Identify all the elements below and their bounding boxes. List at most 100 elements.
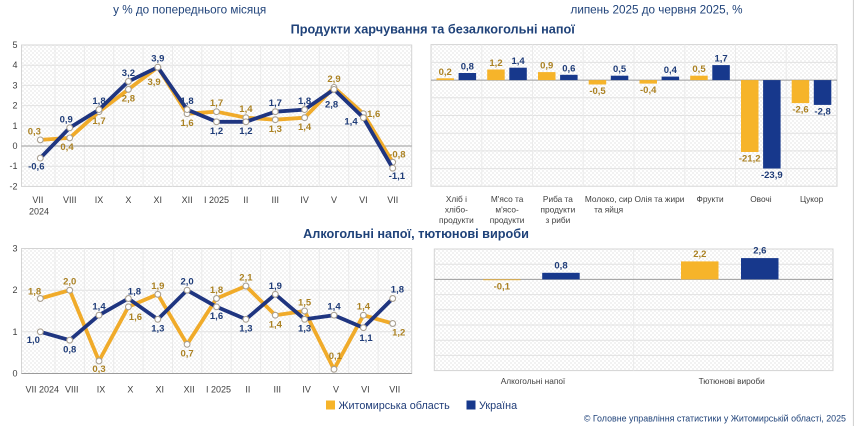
svg-text:1,7: 1,7 [269, 98, 282, 109]
svg-text:IV: IV [302, 385, 311, 395]
svg-text:Продукти харчування та безалко: Продукти харчування та безалкогольні нап… [291, 23, 576, 37]
svg-text:-0,5: -0,5 [589, 86, 606, 97]
svg-text:V: V [331, 195, 337, 205]
svg-text:2,6: 2,6 [753, 246, 766, 257]
svg-text:-2,8: -2,8 [814, 106, 830, 117]
svg-text:-0,8: -0,8 [389, 150, 405, 161]
svg-text:1,1: 1,1 [359, 333, 373, 344]
svg-text:4: 4 [12, 60, 17, 70]
svg-text:1: 1 [12, 327, 17, 337]
svg-text:Алкогольні напої: Алкогольні напої [501, 376, 566, 386]
svg-text:1,4: 1,4 [298, 122, 312, 133]
svg-text:2: 2 [12, 285, 17, 295]
svg-text:IV: IV [300, 195, 309, 205]
svg-text:-23,9: -23,9 [761, 170, 783, 181]
svg-text:-21,2: -21,2 [739, 154, 761, 165]
svg-text:I 2025: I 2025 [204, 195, 229, 205]
svg-text:1,3: 1,3 [298, 324, 311, 335]
svg-text:2,8: 2,8 [122, 94, 135, 105]
svg-text:0,9: 0,9 [60, 114, 73, 125]
svg-text:0,6: 0,6 [562, 63, 575, 74]
svg-text:2,1: 2,1 [239, 273, 253, 284]
svg-text:продукти: продукти [490, 215, 525, 225]
svg-text:Тютюнові вироби: Тютюнові вироби [699, 376, 766, 386]
svg-text:1,4: 1,4 [239, 104, 253, 115]
svg-text:VII: VII [389, 385, 400, 395]
svg-text:Алкогольні напої, тютюнові вир: Алкогольні напої, тютюнові вироби [303, 227, 529, 241]
svg-text:0,8: 0,8 [461, 62, 474, 73]
svg-text:VIII: VIII [65, 385, 79, 395]
svg-text:-2: -2 [9, 181, 17, 191]
svg-text:2,0: 2,0 [180, 277, 193, 288]
svg-text:XI: XI [154, 195, 163, 205]
svg-text:X: X [125, 195, 131, 205]
svg-text:м'ясо-: м'ясо- [495, 205, 519, 215]
svg-text:III: III [272, 195, 280, 205]
svg-text:1,2: 1,2 [239, 126, 252, 137]
svg-text:1,4: 1,4 [269, 319, 283, 330]
svg-text:0,4: 0,4 [60, 142, 74, 153]
svg-text:X: X [127, 385, 133, 395]
svg-text:1,3: 1,3 [269, 124, 282, 135]
svg-text:продукти: продукти [439, 215, 474, 225]
svg-text:2024: 2024 [29, 207, 49, 217]
svg-text:1,8: 1,8 [298, 96, 311, 107]
svg-text:Овочі: Овочі [750, 194, 772, 204]
svg-text:IX: IX [97, 385, 106, 395]
svg-text:-2,6: -2,6 [792, 105, 808, 116]
svg-text:IX: IX [95, 195, 104, 205]
svg-text:-0,1: -0,1 [494, 282, 511, 293]
svg-text:та яйця: та яйця [594, 205, 623, 215]
svg-text:Риба та: Риба та [543, 194, 573, 204]
svg-text:0: 0 [12, 369, 17, 379]
svg-text:1,3: 1,3 [151, 324, 164, 335]
svg-text:Житомирська область: Житомирська область [339, 400, 451, 412]
svg-text:2,8: 2,8 [325, 100, 338, 111]
svg-text:III: III [274, 385, 282, 395]
svg-text:3,2: 3,2 [122, 68, 135, 79]
svg-text:Олія та жири: Олія та жири [634, 194, 684, 204]
svg-text:VIII: VIII [63, 195, 77, 205]
svg-text:1,3: 1,3 [239, 324, 252, 335]
svg-text:липень 2025 до червня 2025, %: липень 2025 до червня 2025, % [571, 4, 743, 17]
svg-text:1,6: 1,6 [180, 118, 193, 129]
svg-text:Молоко, сир: Молоко, сир [585, 194, 633, 204]
svg-text:0,3: 0,3 [92, 364, 105, 375]
svg-text:1,4: 1,4 [511, 56, 525, 67]
svg-text:V: V [333, 385, 339, 395]
svg-text:0,5: 0,5 [692, 64, 706, 75]
svg-text:1,6: 1,6 [367, 109, 380, 120]
svg-text:продукти: продукти [541, 205, 576, 215]
svg-text:1,6: 1,6 [210, 311, 223, 322]
svg-text:3,9: 3,9 [151, 54, 164, 65]
svg-text:М'ясо та: М'ясо та [491, 194, 524, 204]
svg-text:у % до попереднього місяця: у % до попереднього місяця [113, 4, 266, 17]
svg-text:-1: -1 [9, 161, 17, 171]
svg-text:з риби: з риби [546, 215, 571, 225]
svg-text:1,2: 1,2 [210, 126, 223, 137]
svg-text:2,0: 2,0 [63, 277, 76, 288]
svg-text:1: 1 [12, 121, 17, 131]
svg-text:Україна: Україна [479, 400, 517, 412]
svg-text:1,2: 1,2 [392, 328, 405, 339]
svg-text:0,9: 0,9 [540, 61, 553, 72]
svg-text:1,4: 1,4 [344, 117, 358, 128]
svg-text:0,4: 0,4 [664, 65, 678, 76]
svg-text:-0,4: -0,4 [640, 85, 657, 96]
svg-text:2: 2 [12, 101, 17, 111]
svg-text:0: 0 [12, 141, 17, 151]
svg-text:Хліб і: Хліб і [446, 194, 467, 204]
svg-text:1,4: 1,4 [327, 302, 341, 313]
svg-text:3: 3 [12, 80, 17, 90]
svg-text:XI: XI [156, 385, 165, 395]
svg-text:1,8: 1,8 [391, 284, 404, 295]
svg-text:VI: VI [361, 385, 370, 395]
svg-text:XII: XII [184, 385, 195, 395]
svg-text:Фрукти: Фрукти [697, 194, 725, 204]
svg-text:II: II [243, 195, 248, 205]
svg-text:1,9: 1,9 [151, 281, 164, 292]
svg-text:VI: VI [359, 195, 368, 205]
svg-text:0,7: 0,7 [180, 349, 193, 360]
svg-text:Цукор: Цукор [800, 194, 824, 204]
svg-text:хлібо-: хлібо- [445, 205, 468, 215]
